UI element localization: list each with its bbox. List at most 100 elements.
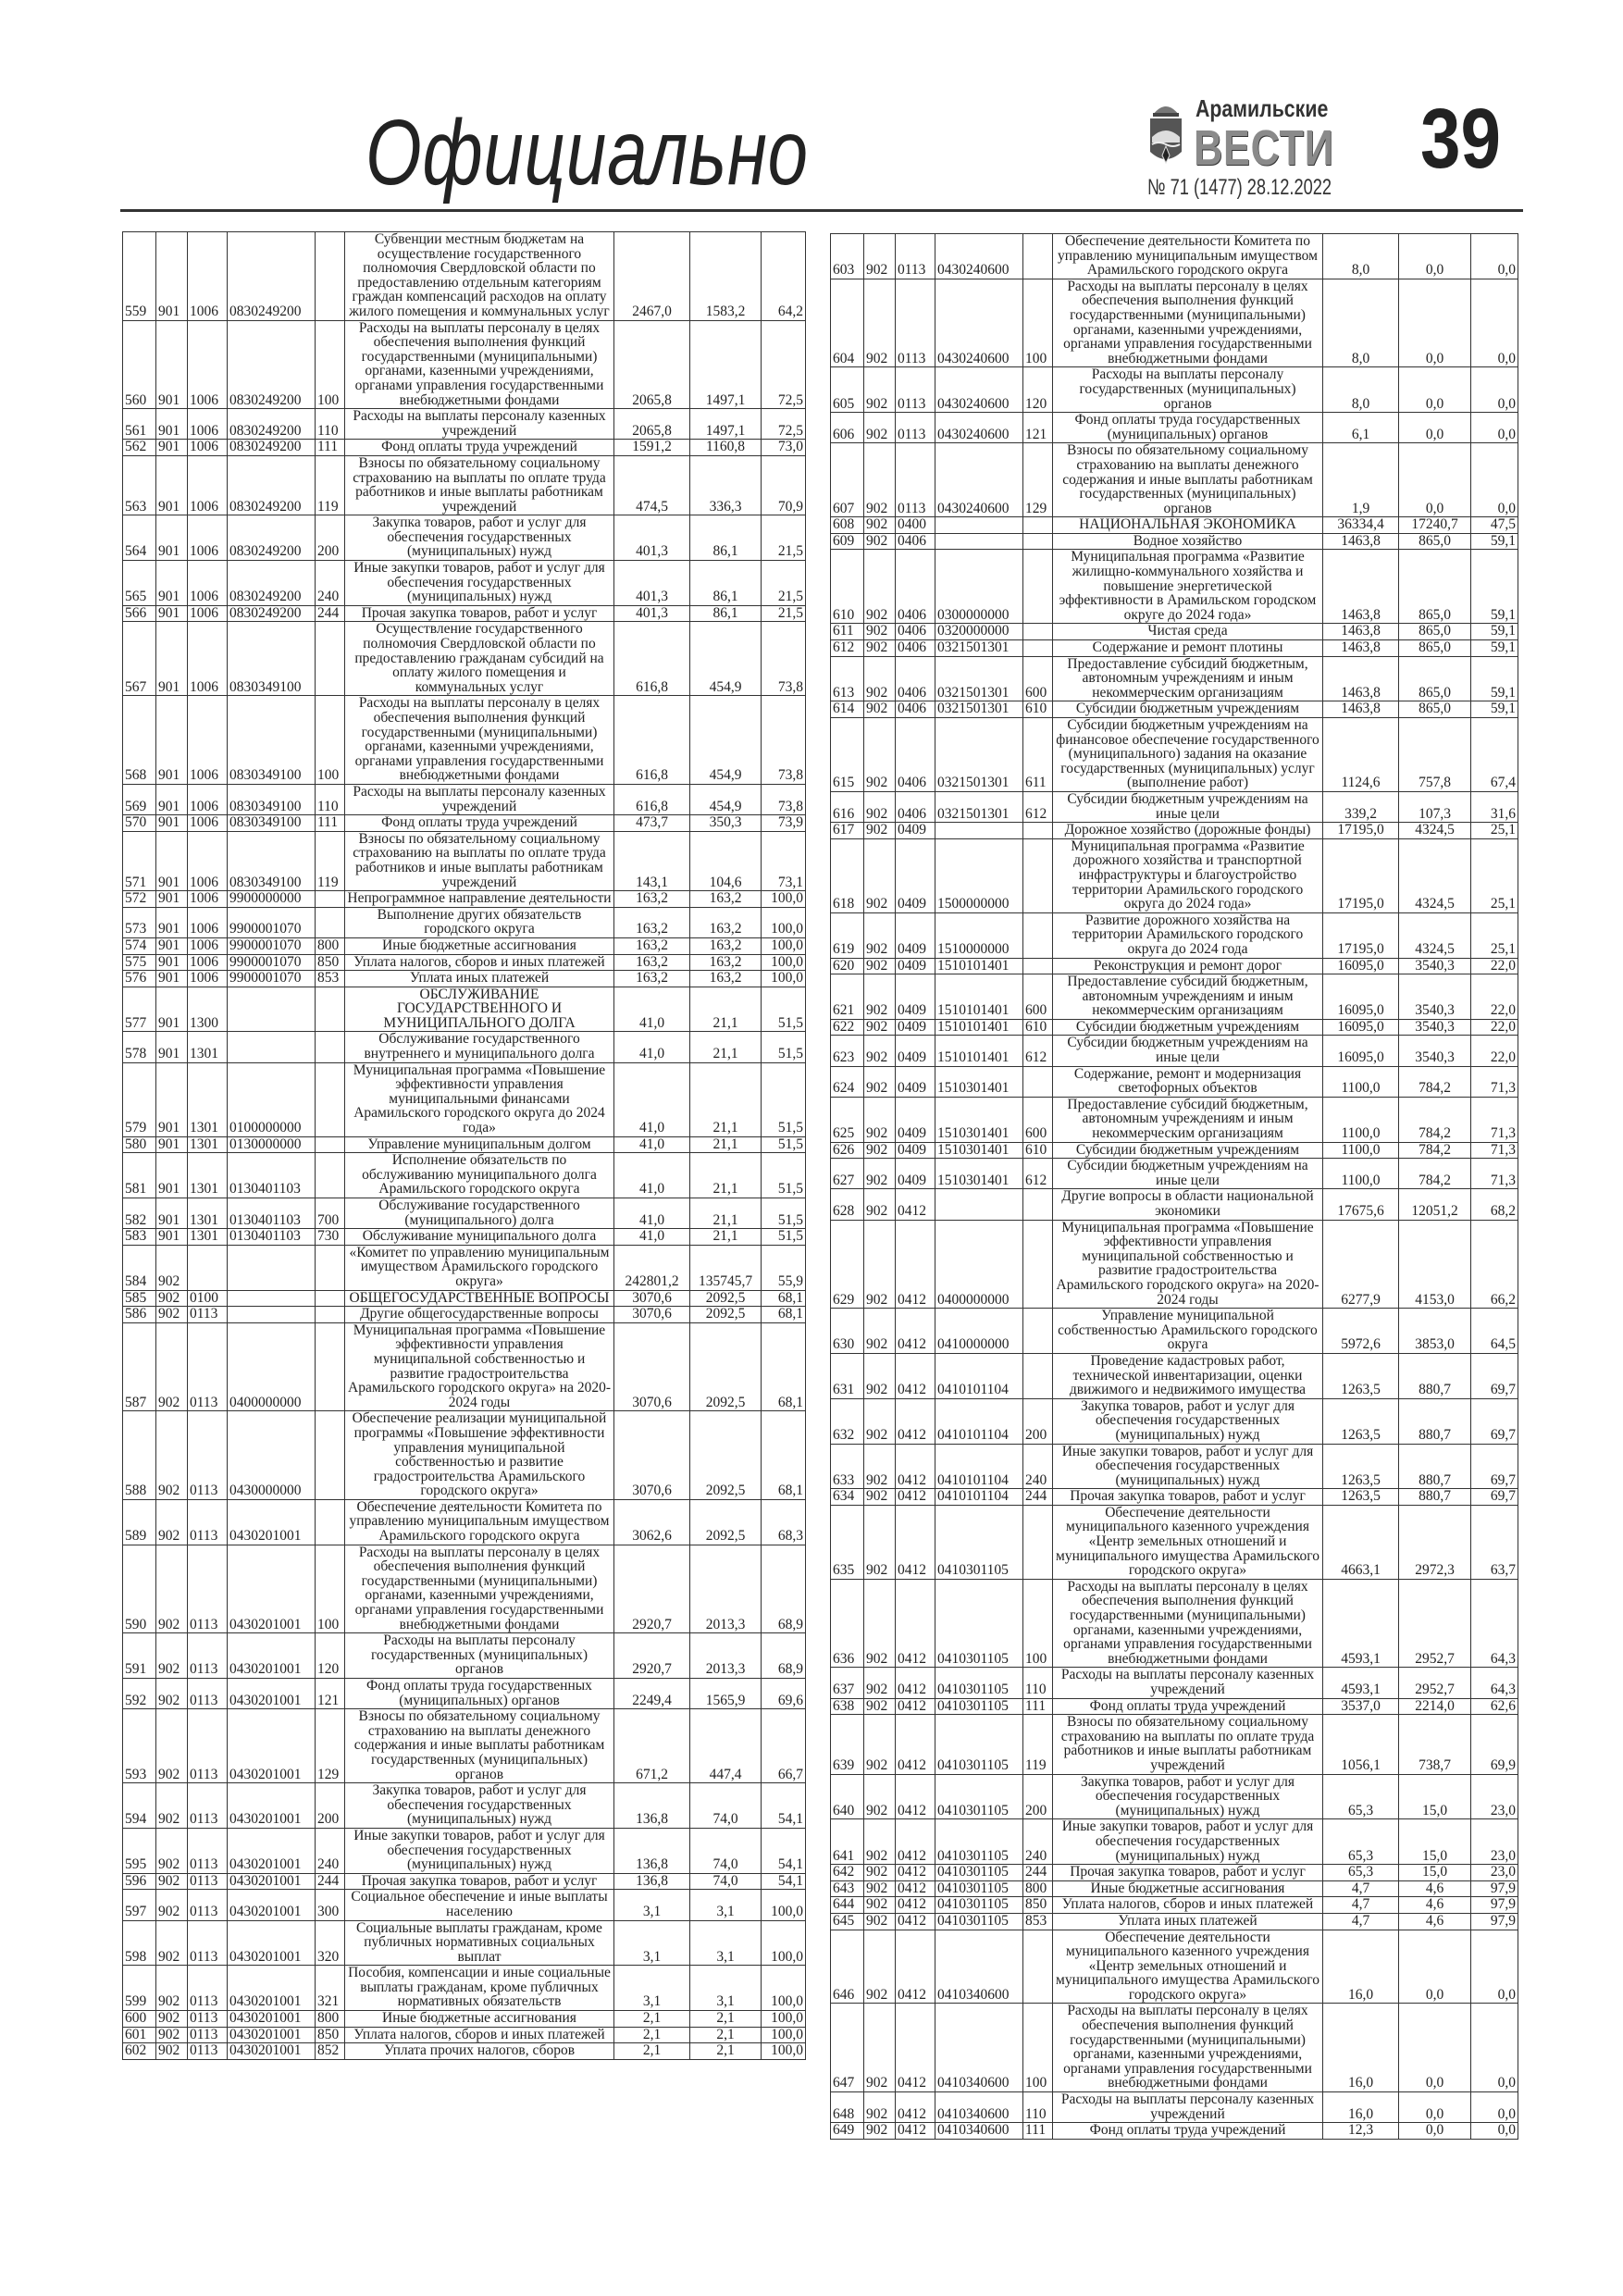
table-row: 580 901 1301 0130000000 Управление муниципал… (122, 1136, 806, 1154)
section-code: 0412 (895, 1443, 935, 1490)
execution-percent: 51,5 (761, 1228, 806, 1246)
ministry-code: 902 (863, 366, 896, 414)
expense-description: Обеспечение деятельности муниципального … (1052, 1929, 1323, 2004)
execution-percent: 100,0 (761, 2026, 806, 2044)
ministry-code: 901 (155, 408, 188, 441)
target-article-code: 0410301105 (935, 1578, 1023, 1669)
planned-amount: 1124,6 (1322, 717, 1399, 792)
ministry-code: 901 (155, 439, 188, 456)
ministry-code: 902 (863, 623, 896, 641)
ministry-code: 902 (863, 655, 896, 702)
target-article-code: 0430201001 (227, 1677, 316, 1710)
executed-amount: 0,0 (1398, 2091, 1471, 2124)
budget-table-right: 603 902 0113 0430240600 Обеспечение деятельн… (830, 233, 1518, 2140)
target-article-code: 0830249200 (227, 408, 316, 441)
executed-amount: 15,0 (1398, 1864, 1471, 1881)
target-article-code: 0410301105 (935, 1864, 1023, 1881)
ministry-code: 902 (863, 1443, 896, 1490)
executed-amount: 3540,3 (1398, 1035, 1471, 1067)
row-number: 563 (122, 454, 156, 516)
executed-amount: 2092,5 (689, 1498, 762, 1545)
row-number: 560 (122, 319, 156, 410)
expense-type-code: 110 (1022, 2091, 1053, 2124)
target-article-code: 1510301401 (935, 1096, 1023, 1143)
expense-type-code: 850 (1022, 1896, 1053, 1914)
ministry-code: 902 (863, 1488, 896, 1506)
section-code: 0412 (895, 1929, 935, 2004)
executed-amount: 21,1 (689, 1031, 762, 1063)
expense-type-code: 610 (1022, 1018, 1053, 1036)
section-code: 1006 (187, 604, 228, 623)
executed-amount: 2092,5 (689, 1410, 762, 1500)
execution-percent: 73,8 (761, 783, 806, 816)
expense-type-code (1022, 1929, 1053, 2004)
executed-amount: 880,7 (1398, 1443, 1471, 1490)
target-article-code: 1510101401 (935, 1018, 1023, 1036)
section-code: 0113 (187, 1306, 228, 1323)
section-code: 0412 (895, 1667, 935, 1699)
row-number: 642 (830, 1864, 864, 1881)
expense-description: Субсидии бюджетным учреждениям (1052, 1141, 1323, 1160)
execution-percent: 66,2 (1470, 1219, 1518, 1309)
expense-description: Предоставление субсидий бюджетным, автон… (1052, 1096, 1323, 1143)
table-row: 628 902 0412 Другие вопросы в области нацио… (830, 1188, 1518, 1221)
planned-amount: 616,8 (613, 783, 690, 816)
table-row: 599 902 0113 0430201001 321 Пособия, компенса… (122, 1965, 806, 2012)
target-article-code: 0430240600 (935, 278, 1023, 368)
section-code: 1301 (187, 1197, 228, 1230)
ministry-code: 901 (155, 937, 188, 955)
expense-type-code: 610 (1022, 1141, 1053, 1160)
table-row: 567 901 1006 0830349100 Осуществление госуда… (122, 621, 806, 697)
table-row: 610 902 0406 0300000000 Муниципальная програ… (830, 549, 1518, 625)
section-code: 0409 (895, 1035, 935, 1067)
expense-type-code: 121 (315, 1677, 345, 1710)
execution-percent: 25,1 (1470, 912, 1518, 959)
target-article-code: 9900000000 (227, 890, 316, 908)
target-article-code: 0130000000 (227, 1136, 316, 1154)
row-number: 618 (830, 838, 864, 913)
row-number: 577 (122, 986, 156, 1033)
row-number: 597 (122, 1889, 156, 1921)
execution-percent: 97,9 (1470, 1896, 1518, 1914)
expense-description: Расходы на выплаты персоналу казенных уч… (1052, 1667, 1323, 1699)
section-code: 0412 (895, 1397, 935, 1445)
planned-amount: 1463,8 (1322, 655, 1399, 702)
ministry-code: 902 (155, 1244, 188, 1291)
execution-percent: 68,3 (761, 1498, 806, 1545)
row-number: 605 (830, 366, 864, 414)
row-number: 595 (122, 1827, 156, 1874)
section-code: 1301 (187, 1228, 228, 1246)
expense-description: Муниципальная программа «Повышение эффек… (344, 1061, 614, 1137)
expense-type-code (315, 1322, 345, 1412)
table-row: 639 902 0412 0410301105 119 Взносы по обязате… (830, 1714, 1518, 1775)
planned-amount: 16095,0 (1322, 1035, 1399, 1067)
executed-amount: 4324,5 (1398, 838, 1471, 913)
table-row: 608 902 0400 НАЦИОНАЛЬНАЯ ЭКОНОМИКА 36334,4 1… (830, 516, 1518, 534)
executed-amount: 738,7 (1398, 1714, 1471, 1775)
section-code: 0412 (895, 1308, 935, 1354)
ministry-code: 902 (863, 1308, 896, 1354)
ministry-code: 902 (863, 278, 896, 368)
planned-amount: 16,0 (1322, 1929, 1399, 2004)
city-coat-of-arms-icon (1150, 106, 1182, 165)
executed-amount: 4324,5 (1398, 912, 1471, 959)
planned-amount: 1463,8 (1322, 532, 1399, 551)
executed-amount: 454,9 (689, 695, 762, 785)
row-number: 593 (122, 1708, 156, 1784)
expense-description: Уплата иных платежей (344, 970, 614, 987)
section-code: 0406 (895, 623, 935, 641)
expense-description: Обеспечение деятельности Комитета по упр… (344, 1498, 614, 1545)
ministry-code: 902 (863, 1397, 896, 1445)
planned-amount: 41,0 (613, 986, 690, 1033)
section-code: 1006 (187, 890, 228, 908)
execution-percent: 100,0 (761, 937, 806, 955)
row-number: 649 (830, 2122, 864, 2140)
expense-description: Дорожное хозяйство (дорожные фонды) (1052, 822, 1323, 839)
table-row: 631 902 0412 0410101104 Проведение кадастров… (830, 1352, 1518, 1399)
ministry-code: 901 (155, 1136, 188, 1154)
target-article-code: 0410340600 (935, 2003, 1023, 2093)
row-number: 586 (122, 1306, 156, 1323)
expense-type-code: 600 (1022, 1096, 1053, 1143)
section-code: 0113 (187, 1677, 228, 1710)
expense-type-code: 100 (315, 1544, 345, 1634)
